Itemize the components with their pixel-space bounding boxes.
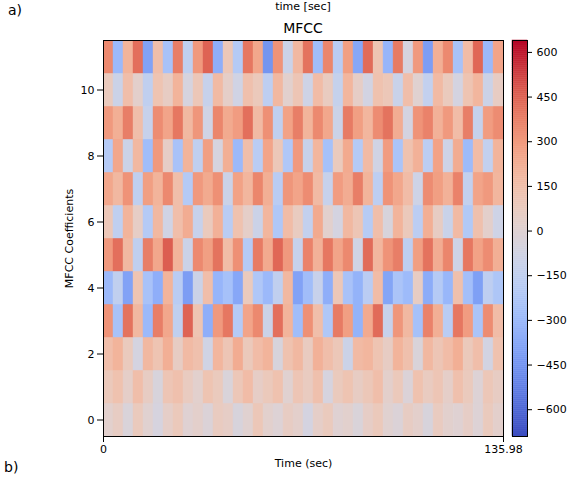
- svg-text:135.98: 135.98: [484, 443, 523, 456]
- svg-text:Time (sec): Time (sec): [274, 457, 333, 470]
- svg-text:−600: −600: [537, 403, 567, 416]
- svg-text:6: 6: [88, 216, 95, 229]
- svg-text:150: 150: [537, 180, 558, 193]
- svg-text:−150: −150: [537, 269, 567, 282]
- svg-text:4: 4: [88, 282, 95, 295]
- svg-text:−300: −300: [537, 314, 567, 327]
- html-text:a): a): [8, 2, 22, 18]
- html-text:b): b): [4, 459, 19, 475]
- svg-text:8: 8: [88, 150, 95, 163]
- svg-text:0: 0: [100, 443, 107, 456]
- html-text:MFCC: MFCC: [283, 20, 323, 36]
- svg-text:−450: −450: [537, 359, 567, 372]
- svg-text:2: 2: [88, 348, 95, 361]
- svg-text:300: 300: [537, 135, 558, 148]
- svg-text:450: 450: [537, 91, 558, 104]
- svg-text:0: 0: [537, 225, 544, 238]
- html-text:time [sec]: time [sec]: [275, 0, 331, 13]
- svg-text:0: 0: [88, 414, 95, 427]
- svg-text:10: 10: [81, 84, 95, 97]
- svg-text:MFCC Coefficients: MFCC Coefficients: [63, 189, 76, 289]
- svg-text:600: 600: [537, 46, 558, 59]
